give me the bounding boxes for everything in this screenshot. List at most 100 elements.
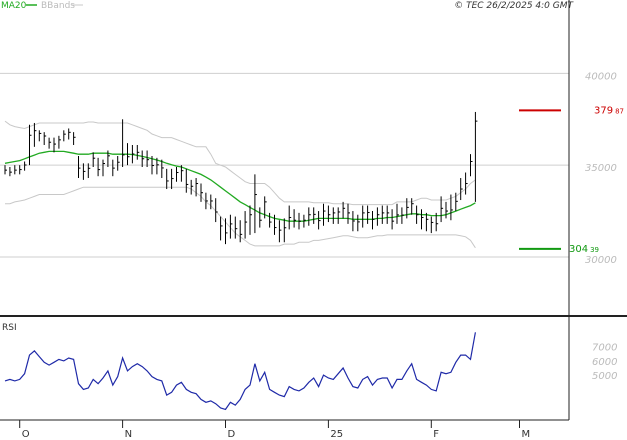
price-bar [205,192,208,210]
rsi-y-tick-label: 6000 [592,357,617,368]
price-bar [327,205,331,223]
price-bar [14,165,17,175]
price-bar [318,211,321,230]
price-bar [19,165,22,175]
ma20-legend-label: MA20 [1,1,27,11]
price-bar [259,207,262,228]
price-bar [416,205,419,224]
price-bar [283,218,287,243]
price-bar [63,130,66,142]
price-bar [73,132,76,145]
price-bar [278,220,282,243]
price-bar [136,144,140,160]
price-bar [92,152,96,168]
ma20-polyline [4,150,476,222]
price-bar [53,137,56,153]
resistance-label: 379 87 [594,105,624,116]
price-bar [190,179,194,195]
rsi-line [4,332,476,411]
price-bar [455,192,458,212]
price-bar [78,156,81,179]
price-bar [308,207,311,226]
price-bars [4,111,478,245]
price-bar [225,218,228,245]
rsi-y-tick-label: 7000 [592,343,617,354]
ma20-line [4,150,476,222]
price-bar [220,216,223,241]
price-bar [166,168,169,190]
price-bar [406,198,409,219]
price-levels: 379 87 304 39 [519,105,624,255]
price-bar [9,167,12,177]
support-label-int: 304 [569,244,588,255]
price-bar [33,122,37,147]
price-bar [293,209,297,228]
price-gridlines [0,72,569,258]
price-bar [352,211,355,232]
price-y-tick-label: 40000 [585,71,617,82]
price-bar [239,220,243,243]
price-bar [117,156,120,171]
price-bar [102,159,105,177]
price-bar [176,167,179,182]
price-bar [362,205,365,228]
price-bar [372,211,375,230]
x-tick-label: O [22,429,30,440]
price-bar [24,161,27,171]
price-bar [249,205,252,235]
resistance-label-dec: 87 [615,107,624,115]
price-bar [391,209,395,230]
price-bar [425,212,429,232]
price-bar [161,159,164,179]
price-y-tick-label: 35000 [585,163,617,174]
price-bar [200,183,203,202]
price-bar [264,196,267,219]
support-label: 304 39 [569,244,599,255]
price-bar [156,157,159,175]
price-bar [401,207,404,224]
price-bar [210,194,213,210]
price-bar [288,205,292,230]
price-bar [87,163,91,179]
price-bar [127,143,130,166]
copyright-label: © TEC 26/2/2025 4:0 GMT [454,1,574,11]
price-bar [381,205,385,224]
price-bar [185,168,189,193]
x-tick-label: F [433,429,439,440]
price-bar [411,198,414,215]
price-bar [465,172,468,195]
price-bar [347,203,350,224]
support-label-dec: 39 [590,246,599,254]
price-bar [107,150,110,168]
x-tick-label: N [125,429,132,440]
price-bar [131,144,135,164]
rsi-label: RSI [2,323,17,333]
price-bar [313,207,316,224]
price-bar [303,214,306,228]
price-bar [234,216,238,239]
rsi-polyline [4,332,476,411]
price-bar [470,154,473,177]
price-bar [430,216,434,234]
price-bar [386,205,390,224]
price-bar [421,209,424,230]
price-bar [151,156,154,175]
price-bar [357,214,360,232]
price-bar [58,135,61,149]
price-bar [229,214,233,239]
rsi-y-axis: 5000 6000 7000 [592,343,617,383]
rsi-y-tick-label: 5000 [592,371,617,382]
price-bar [29,124,32,166]
price-bar [435,212,439,232]
x-tick-label: D [228,429,236,440]
price-bar [38,130,42,142]
price-bar [97,157,101,177]
x-tick-label: M [522,429,531,440]
price-bar [48,137,52,149]
price-bar [460,178,463,201]
price-bar [244,211,248,239]
price-bar [122,119,125,168]
price-bar [195,178,199,197]
price-bar [342,201,346,219]
